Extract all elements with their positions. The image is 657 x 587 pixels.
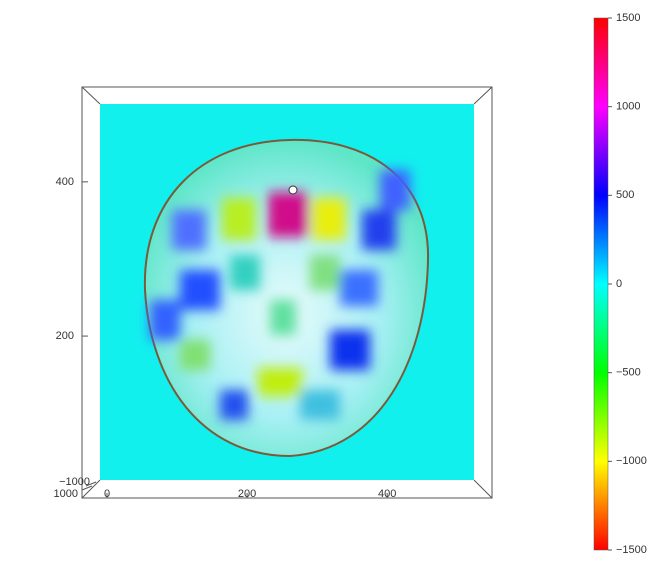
- y-tick-label: 400: [56, 176, 74, 188]
- z-tick-label: −1000: [59, 476, 90, 488]
- colorbar: [593, 17, 609, 551]
- colorbar-tick-label: 1500: [616, 12, 640, 24]
- x-tick-label: 0: [104, 488, 110, 500]
- colorbar-tick-label: −1000: [616, 455, 647, 467]
- surface: [143, 138, 430, 458]
- x-tick-label: 400: [378, 488, 396, 500]
- colorbar-tick-label: 0: [616, 278, 622, 290]
- colorbar-tick-label: 500: [616, 189, 634, 201]
- z-tick-label: 1000: [54, 488, 78, 500]
- colorbar-tick-label: −1500: [616, 544, 647, 556]
- colorbar-tick-label: 1000: [616, 101, 640, 113]
- z-tick: [85, 481, 97, 487]
- colorbar-tick-label: −500: [616, 367, 641, 379]
- y-tick-label: 200: [56, 330, 74, 342]
- x-tick-label: 200: [238, 488, 256, 500]
- z-tick: [81, 485, 93, 491]
- colorbar-bar: [593, 17, 609, 551]
